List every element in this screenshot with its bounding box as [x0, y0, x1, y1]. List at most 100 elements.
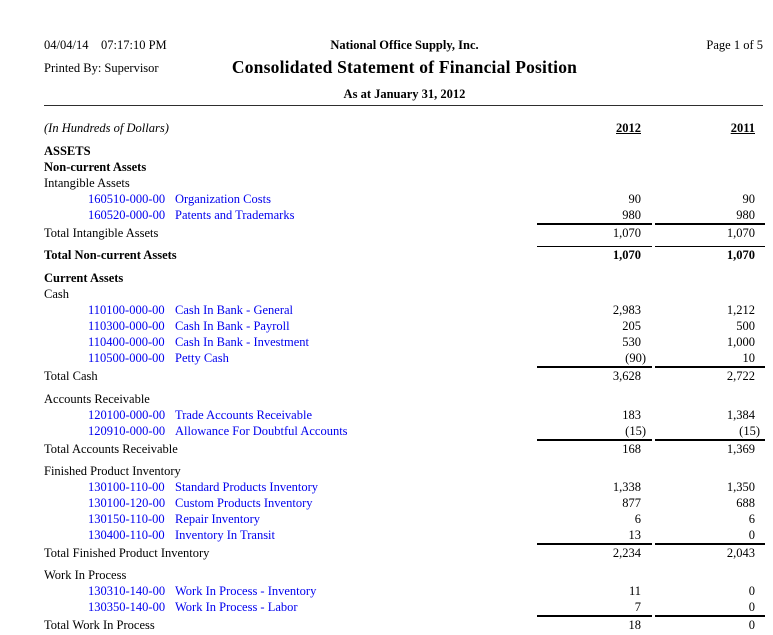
account-desc-link[interactable]: Petty Cash — [175, 351, 229, 365]
total-2012: 3,628 — [612, 369, 641, 383]
rule-2012 — [537, 366, 652, 368]
group-label: Intangible Assets — [44, 176, 130, 190]
amount-2011: 0 — [748, 600, 755, 614]
account-link[interactable]: 160520-000-00 Patents and Trademarks — [44, 207, 537, 223]
group-heading-intangible-assets: Intangible Assets — [44, 175, 765, 191]
subtotal-rule — [44, 366, 765, 368]
account-number-link[interactable]: 130100-120-00 — [88, 496, 166, 510]
total-row-intangible-assets: Total Intangible Assets 1,070 1,070 — [44, 225, 765, 241]
print-date: 04/04/14 — [44, 38, 89, 52]
account-link[interactable]: 130100-110-00 Standard Products Inventory — [44, 479, 537, 495]
account-number-link[interactable]: 130310-140-00 — [88, 584, 166, 598]
account-desc-link[interactable]: Work In Process - Inventory — [175, 584, 317, 598]
account-desc-link[interactable]: Inventory In Transit — [175, 528, 275, 542]
amount-2012: 11 — [628, 584, 641, 598]
account-link[interactable]: 130400-110-00 Inventory In Transit — [44, 527, 537, 543]
account-desc-link[interactable]: Cash In Bank - General — [175, 303, 294, 317]
total-2012: 1,070 — [612, 248, 641, 262]
total-label: Total Non-current Assets — [44, 248, 177, 262]
amount-2011: 0 — [748, 584, 755, 598]
subtotal-rule — [44, 439, 765, 441]
account-link[interactable]: 160510-000-00 Organization Costs — [44, 191, 537, 207]
rule-2011 — [655, 615, 765, 617]
amount-2011: 90 — [742, 192, 756, 206]
rule-2012 — [537, 223, 652, 225]
account-link[interactable]: 130150-110-00 Repair Inventory — [44, 511, 537, 527]
account-number-link[interactable]: 130400-110-00 — [88, 528, 165, 542]
amount-2012: 530 — [622, 335, 641, 349]
account-row: 130400-110-00 Inventory In Transit 13 0 — [44, 527, 765, 543]
account-number-link[interactable]: 130100-110-00 — [88, 480, 165, 494]
account-row: 130350-140-00 Work In Process - Labor 7 0 — [44, 599, 765, 615]
total-2011: 1,369 — [726, 442, 755, 456]
account-desc-link[interactable]: Organization Costs — [175, 192, 271, 206]
account-link[interactable]: 120910-000-00 Allowance For Doubtful Acco… — [44, 423, 537, 439]
account-row: 130150-110-00 Repair Inventory 6 6 — [44, 511, 765, 527]
account-number-link[interactable]: 110500-000-00 — [88, 351, 165, 365]
amount-2011: 1,384 — [726, 408, 755, 422]
account-desc-link[interactable]: Cash In Bank - Payroll — [175, 319, 290, 333]
section-heading-current-assets: Current Assets — [44, 270, 765, 286]
account-row: 110400-000-00 Cash In Bank - Investment 5… — [44, 334, 765, 350]
amount-2012: 980 — [622, 208, 641, 222]
account-link[interactable]: 130100-120-00 Custom Products Inventory — [44, 495, 537, 511]
amount-2011: 1,350 — [726, 480, 755, 494]
account-link[interactable]: 120100-000-00 Trade Accounts Receivable — [44, 407, 537, 423]
account-desc-link[interactable]: Standard Products Inventory — [175, 480, 319, 494]
account-row: 130310-140-00 Work In Process - Inventory… — [44, 583, 765, 599]
amount-2012: (15) — [625, 424, 646, 438]
total-row-cash: Total Cash 3,628 2,722 — [44, 368, 765, 384]
rule-2012 — [537, 615, 652, 617]
account-link[interactable]: 130350-140-00 Work In Process - Labor — [44, 599, 537, 615]
report-title: Consolidated Statement of Financial Posi… — [231, 57, 578, 77]
amount-2012: 1,338 — [612, 480, 641, 494]
account-number-link[interactable]: 120100-000-00 — [88, 408, 166, 422]
account-desc-link[interactable]: Work In Process - Labor — [175, 600, 298, 614]
group-label: Cash — [44, 287, 69, 301]
account-desc-link[interactable]: Cash In Bank - Investment — [175, 335, 310, 349]
total-row-finished-product-inventory: Total Finished Product Inventory 2,234 2… — [44, 545, 765, 561]
account-desc-link[interactable]: Repair Inventory — [175, 512, 261, 526]
units-note: (In Hundreds of Dollars) — [44, 121, 169, 135]
total-2011: 1,070 — [726, 226, 755, 240]
account-number-link[interactable]: 130350-140-00 — [88, 600, 166, 614]
account-link[interactable]: 110100-000-00 Cash In Bank - General — [44, 302, 537, 318]
account-number-link[interactable]: 110400-000-00 — [88, 335, 165, 349]
amount-2011: 980 — [736, 208, 755, 222]
account-link[interactable]: 110500-000-00 Petty Cash — [44, 350, 537, 366]
account-row: 160510-000-00 Organization Costs 90 90 — [44, 191, 765, 207]
section-heading-assets: ASSETS — [44, 143, 765, 159]
total-2011: 2,722 — [726, 369, 755, 383]
account-number-link[interactable]: 110300-000-00 — [88, 319, 165, 333]
account-number-link[interactable]: 110100-000-00 — [88, 303, 165, 317]
account-link[interactable]: 110400-000-00 Cash In Bank - Investment — [44, 334, 537, 350]
account-number-link[interactable]: 160510-000-00 — [88, 192, 166, 206]
account-desc-link[interactable]: Trade Accounts Receivable — [175, 408, 312, 422]
amount-2012: 2,983 — [612, 303, 641, 317]
heading-label: Non-current Assets — [44, 160, 147, 174]
account-desc-link[interactable]: Patents and Trademarks — [175, 208, 295, 222]
account-link[interactable]: 130310-140-00 Work In Process - Inventory — [44, 583, 537, 599]
account-row: 110100-000-00 Cash In Bank - General 2,98… — [44, 302, 765, 318]
rule-2011 — [655, 366, 765, 368]
group-label: Work In Process — [44, 568, 127, 582]
amount-2011: 10 — [742, 351, 756, 365]
account-desc-link[interactable]: Custom Products Inventory — [175, 496, 313, 510]
account-link[interactable]: 110300-000-00 Cash In Bank - Payroll — [44, 318, 537, 334]
amount-2012: 7 — [634, 600, 641, 614]
subtotal-rule — [44, 223, 765, 225]
rule-2011 — [655, 246, 765, 247]
grand-total-rule — [44, 246, 765, 247]
rule-2012 — [537, 543, 652, 545]
rule-2011 — [655, 439, 765, 441]
account-desc-link[interactable]: Allowance For Doubtful Accounts — [175, 424, 348, 438]
total-label: Total Cash — [44, 369, 98, 383]
rule-2011 — [655, 543, 765, 545]
column-header-2011: 2011 — [730, 121, 755, 135]
account-number-link[interactable]: 120910-000-00 — [88, 424, 166, 438]
account-number-link[interactable]: 160520-000-00 — [88, 208, 166, 222]
account-number-link[interactable]: 130150-110-00 — [88, 512, 165, 526]
amount-2011: 1,212 — [726, 303, 755, 317]
amount-2012: 90 — [628, 192, 642, 206]
